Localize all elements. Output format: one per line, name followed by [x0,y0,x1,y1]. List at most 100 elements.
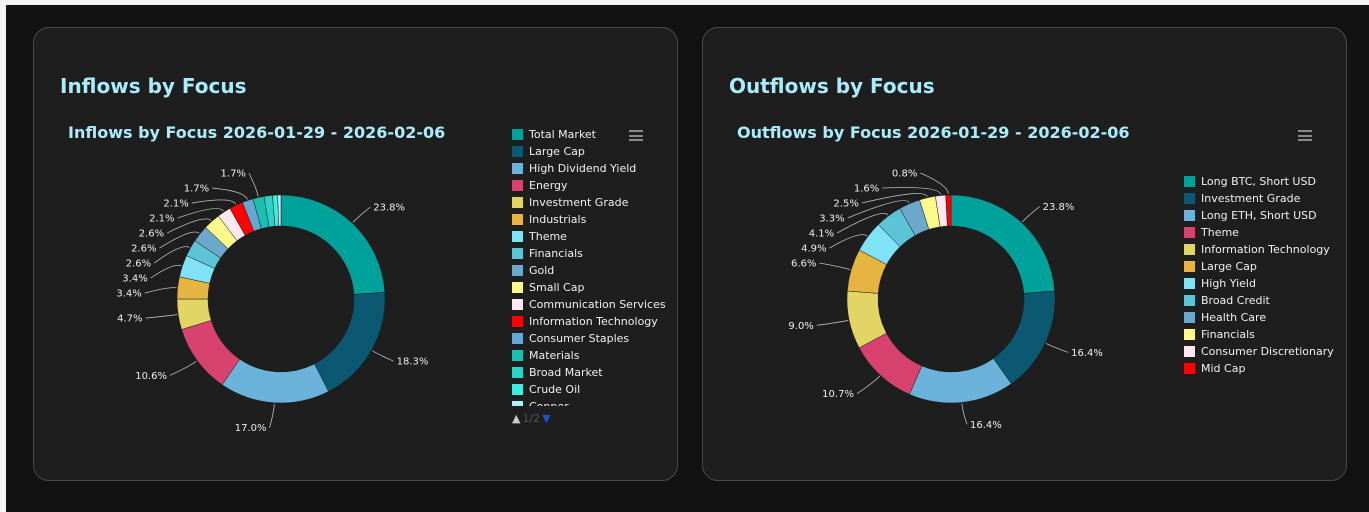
data-label: 2.6% [131,244,156,255]
data-label-connector [882,187,941,195]
data-label: 1.7% [184,184,209,195]
legend-label: Health Care [1201,311,1267,324]
window-top-edge [0,0,1369,5]
legend-label: Theme [529,230,567,243]
legend-label: Large Cap [529,145,585,158]
legend-label: Theme [1201,226,1239,239]
donut-slice-copper[interactable] [277,194,282,227]
legend-item[interactable]: High Dividend Yield [512,160,666,177]
legend-swatch [1184,261,1195,272]
legend-item[interactable]: Investment Grade [1184,190,1334,207]
legend-item[interactable]: Copper [512,398,666,406]
donut-slice-high-dividend-yield[interactable] [221,358,329,404]
legend-label: Information Technology [529,315,658,328]
legend-item[interactable]: Industrials [512,211,666,228]
legend-item[interactable]: Information Technology [512,313,666,330]
legend-label: Industrials [529,213,587,226]
legend-item[interactable]: Financials [1184,326,1334,343]
legend-swatch [512,333,523,344]
data-label: 1.6% [854,184,879,195]
legend-item[interactable]: Investment Grade [512,194,666,211]
data-label: 17.0% [235,423,267,434]
legend-label: Mid Cap [1201,362,1246,375]
legend-item[interactable]: Consumer Staples [512,330,666,347]
data-label: 2.5% [833,199,858,210]
data-label: 23.8% [373,203,405,214]
legend-item[interactable]: Health Care [1184,309,1334,326]
data-label: 4.9% [801,244,826,255]
legend-swatch [1184,210,1195,221]
legend-swatch [512,316,523,327]
data-label: 2.6% [139,229,164,240]
data-label-connector [269,403,275,428]
donut-slice-total-market[interactable] [280,194,386,295]
outflows-menu-icon[interactable] [1298,130,1312,141]
legend-swatch [512,401,523,406]
legend-label: Investment Grade [1201,192,1301,205]
legend-swatch [512,282,523,293]
legend-item[interactable]: Long ETH, Short USD [1184,207,1334,224]
legend-item[interactable]: Total Market [512,126,666,143]
legend-item[interactable]: Consumer Discretionary [1184,343,1334,360]
legend-label: Long BTC, Short USD [1201,175,1316,188]
data-label-connector [1022,206,1040,223]
legend-swatch [512,384,523,395]
data-label: 2.6% [126,259,151,270]
legend-label: Small Cap [529,281,585,294]
legend-item[interactable]: Long BTC, Short USD [1184,173,1334,190]
outflows-card-title: Outflows by Focus [729,74,935,98]
legend-label: Crude Oil [529,383,581,396]
legend-label: Investment Grade [529,196,629,209]
legend-item[interactable]: Broad Credit [1184,292,1334,309]
legend-item[interactable]: Large Cap [1184,258,1334,275]
data-label-connector [248,172,259,197]
data-label: 3.4% [116,289,141,300]
data-label: 23.8% [1043,202,1075,213]
legend-item[interactable]: Gold [512,262,666,279]
legend-item[interactable]: Financials [512,245,666,262]
outflows-donut-chart: 23.8% 16.4% 16.4% 10.7% 9.0% 6.6% 4.9% 4.1% 3.3%… [788,169,1102,431]
data-label-connector [177,208,224,219]
donut-slice-large-cap[interactable] [314,292,386,392]
data-label-connector [861,193,928,204]
donut-slice-long-eth-short-usd[interactable] [909,358,1012,404]
legend-item[interactable]: Large Cap [512,143,666,160]
outflows-chart-title: Outflows by Focus 2026-01-29 - 2026-02-0… [737,123,1130,142]
legend-label: Information Technology [1201,243,1330,256]
data-label-connector [144,287,177,294]
donut-slice-investment-grade[interactable] [992,290,1056,385]
data-label-connector [166,218,212,234]
legend-label: Energy [529,179,568,192]
legend-swatch [512,129,523,140]
data-label-connector [816,320,849,326]
data-label: 0.8% [892,169,917,180]
legend-item[interactable]: Theme [512,228,666,245]
legend-item[interactable]: Information Technology [1184,241,1334,258]
legend-swatch [1184,278,1195,289]
legend-item[interactable]: Energy [512,177,666,194]
data-label-connector [191,199,237,205]
legend-page-down-icon[interactable]: ▼ [542,412,551,425]
donut-slice-long-btc-short-usd[interactable] [950,194,1055,294]
data-label: 9.0% [788,321,813,332]
legend-item[interactable]: Broad Market [512,364,666,381]
legend-swatch [512,180,523,191]
donut-slice-mid-cap[interactable] [945,194,952,227]
legend-label: Broad Market [529,366,603,379]
data-label: 2.1% [149,214,174,225]
legend-item[interactable]: Small Cap [512,279,666,296]
legend-label: Gold [529,264,555,277]
legend-item[interactable]: Mid Cap [1184,360,1334,377]
inflows-chart-title: Inflows by Focus 2026-01-29 - 2026-02-06 [68,123,446,142]
legend-item[interactable]: High Yield [1184,275,1334,292]
legend-item[interactable]: Theme [1184,224,1334,241]
legend-label: Copper [529,400,569,406]
legend-label: Materials [529,349,580,362]
inflows-menu-icon[interactable] [629,130,643,141]
legend-item[interactable]: Communication Services [512,296,666,313]
legend-label: Financials [1201,328,1255,341]
legend-item[interactable]: Crude Oil [512,381,666,398]
data-label-connector [819,262,851,270]
legend-item[interactable]: Materials [512,347,666,364]
legend-page-up-icon[interactable]: ▲ [512,412,521,425]
